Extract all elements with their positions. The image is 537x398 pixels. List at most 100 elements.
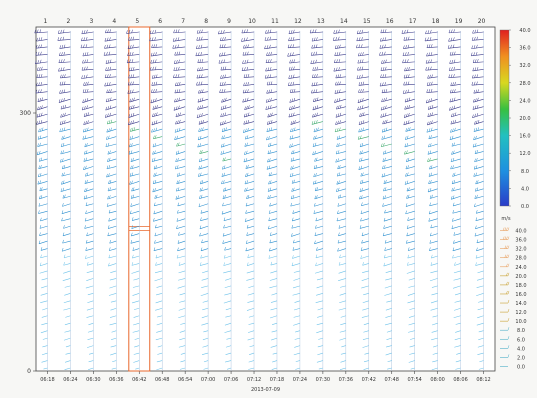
x-tick-label: 08:12	[476, 377, 490, 383]
x-tick-label: 07:42	[362, 377, 376, 383]
column-label: 6	[158, 18, 162, 25]
speed-legend-flag	[508, 309, 509, 312]
column-label: 2	[67, 18, 71, 25]
x-tick-label: 07:36	[339, 377, 353, 383]
column-label: 4	[112, 18, 116, 25]
speed-legend-unit: m/s	[501, 216, 511, 222]
x-tick-label: 08:06	[453, 377, 467, 383]
speed-legend-flag	[505, 228, 506, 231]
speed-legend-flag	[508, 282, 509, 285]
speed-legend-flag	[508, 318, 509, 321]
plot-area	[36, 27, 495, 371]
speed-legend-flag	[506, 228, 507, 231]
column-label: 18	[432, 18, 440, 25]
speed-legend-label: 16.0	[515, 292, 526, 298]
speed-legend-label: 2.0	[517, 355, 525, 361]
speed-legend-flag	[503, 228, 504, 231]
x-tick-label: 06:54	[178, 377, 192, 383]
x-tick-label: 06:24	[63, 377, 77, 383]
colorbar-tick-label: 12.0	[519, 151, 530, 157]
x-tick-label: 06:18	[40, 377, 54, 383]
speed-legend-flag	[503, 237, 504, 240]
speed-legend-label: 4.0	[517, 346, 525, 352]
speed-legend-label: 6.0	[517, 337, 525, 343]
column-label: 9	[227, 18, 231, 25]
speed-legend-label: 14.0	[515, 301, 526, 307]
speed-legend-flag	[506, 291, 507, 294]
speed-legend-flag	[508, 345, 509, 348]
speed-legend-flag	[508, 273, 509, 276]
speed-legend-flag	[506, 237, 507, 240]
speed-legend-label: 18.0	[515, 283, 526, 289]
x-axis-label: 2013-07-09	[251, 387, 280, 393]
colorbar-tick-label: 40.0	[519, 28, 530, 34]
x-tick-label: 07:06	[224, 377, 238, 383]
column-label: 16	[386, 18, 394, 25]
colorbar-tick-label: 4.0	[521, 186, 529, 192]
column-label: 14	[340, 18, 348, 25]
x-tick-label: 07:30	[316, 377, 330, 383]
speed-legend-label: 40.0	[515, 229, 526, 235]
column-label: 10	[248, 18, 256, 25]
speed-legend-flag	[506, 246, 507, 249]
x-tick-label: 06:30	[86, 377, 100, 383]
speed-legend-flag	[505, 237, 506, 240]
speed-legend-label: 10.0	[515, 319, 526, 325]
speed-legend-flag	[508, 300, 509, 303]
x-tick-label: 07:18	[270, 377, 284, 383]
speed-legend-label: 32.0	[515, 247, 526, 253]
y-tick-label: 300	[20, 110, 32, 117]
colorbar-tick-label: 24.0	[519, 98, 530, 104]
speed-legend-flag	[508, 246, 509, 249]
speed-legend-flag	[505, 246, 506, 249]
colorbar-tick-label: 32.0	[519, 63, 530, 69]
speed-legend-flag	[506, 255, 507, 258]
column-label: 7	[181, 18, 185, 25]
speed-legend-flag	[508, 327, 509, 330]
column-label: 8	[204, 18, 208, 25]
speed-legend-flag	[506, 282, 507, 285]
speed-legend-flag	[508, 264, 509, 267]
speed-legend-flag	[508, 237, 509, 240]
speed-legend-flag	[508, 336, 509, 339]
wind-barb-flag	[35, 30, 36, 33]
x-tick-label: 07:54	[407, 377, 421, 383]
column-label: 19	[455, 18, 463, 25]
x-tick-label: 07:24	[293, 377, 307, 383]
speed-legend-flag	[506, 264, 507, 267]
speed-legend-flag	[508, 354, 509, 357]
column-label: 3	[89, 18, 93, 25]
x-tick-label: 06:48	[155, 377, 169, 383]
colorbar-tick-label: 36.0	[519, 46, 530, 52]
speed-legend-label: 8.0	[517, 328, 525, 334]
speed-legend-label: 24.0	[515, 265, 526, 271]
x-tick-label: 07:00	[201, 377, 215, 383]
colorbar-tick-label: 28.0	[519, 81, 530, 87]
column-label: 1	[44, 18, 48, 25]
column-label: 5	[135, 18, 139, 25]
colorbar-tick-label: 8.0	[521, 169, 529, 175]
speed-legend-label: 28.0	[515, 256, 526, 262]
speed-legend-flag	[508, 255, 509, 258]
colorbar-tick-label: 16.0	[519, 134, 530, 140]
column-label: 13	[317, 18, 325, 25]
speed-legend-flag	[508, 228, 509, 231]
colorbar-tick-label: 0.0	[521, 204, 529, 210]
speed-legend-label: 36.0	[515, 238, 526, 244]
column-label: 20	[478, 18, 486, 25]
colorbar	[500, 30, 509, 206]
x-tick-label: 06:42	[132, 377, 146, 383]
speed-legend-flag	[506, 273, 507, 276]
speed-legend-label: 20.0	[515, 274, 526, 280]
column-label: 17	[409, 18, 417, 25]
x-tick-label: 07:48	[385, 377, 399, 383]
column-label: 11	[271, 18, 279, 25]
colorbar-tick-label: 20.0	[519, 116, 530, 122]
x-tick-label: 07:12	[247, 377, 261, 383]
column-label: 12	[294, 18, 302, 25]
speed-legend-label: 0.0	[517, 364, 525, 370]
speed-legend-flag	[505, 255, 506, 258]
column-label: 15	[363, 18, 371, 25]
